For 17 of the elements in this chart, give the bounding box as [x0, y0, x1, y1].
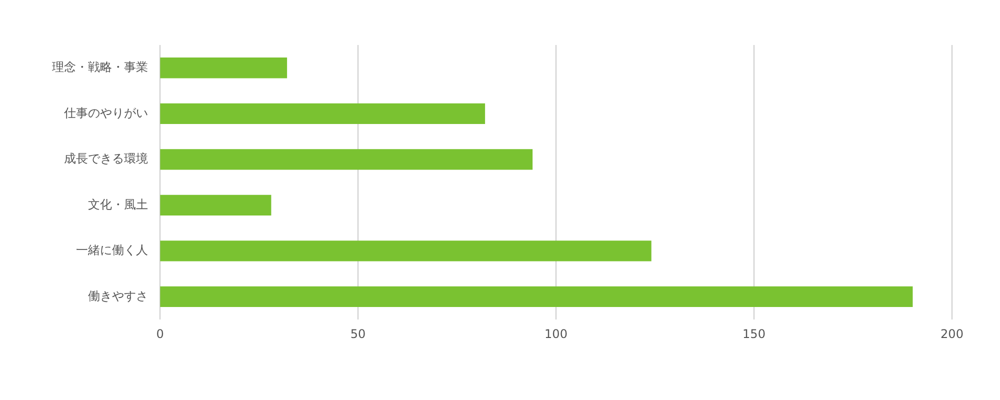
y-tick-label: 文化・風土: [88, 197, 148, 212]
y-tick-label: 働きやすさ: [88, 288, 148, 303]
x-tick-label: 0: [156, 326, 164, 341]
bar: [160, 58, 288, 78]
bar: [160, 286, 913, 308]
bar: [160, 103, 486, 124]
bar: [160, 240, 652, 262]
y-tick-label: 仕事のやりがい: [63, 106, 148, 120]
x-tick-label: 50: [350, 326, 366, 341]
bar: [160, 149, 533, 170]
x-tick-label: 150: [742, 326, 766, 341]
y-tick-label: 理念・戦略・事業: [52, 60, 148, 74]
y-tick-label: 成長できる環境: [64, 152, 148, 166]
x-tick-label: 200: [940, 326, 964, 341]
x-tick-label: 100: [544, 326, 568, 341]
y-tick-label: 一緒に働く人: [76, 243, 148, 258]
bar: [160, 194, 272, 216]
